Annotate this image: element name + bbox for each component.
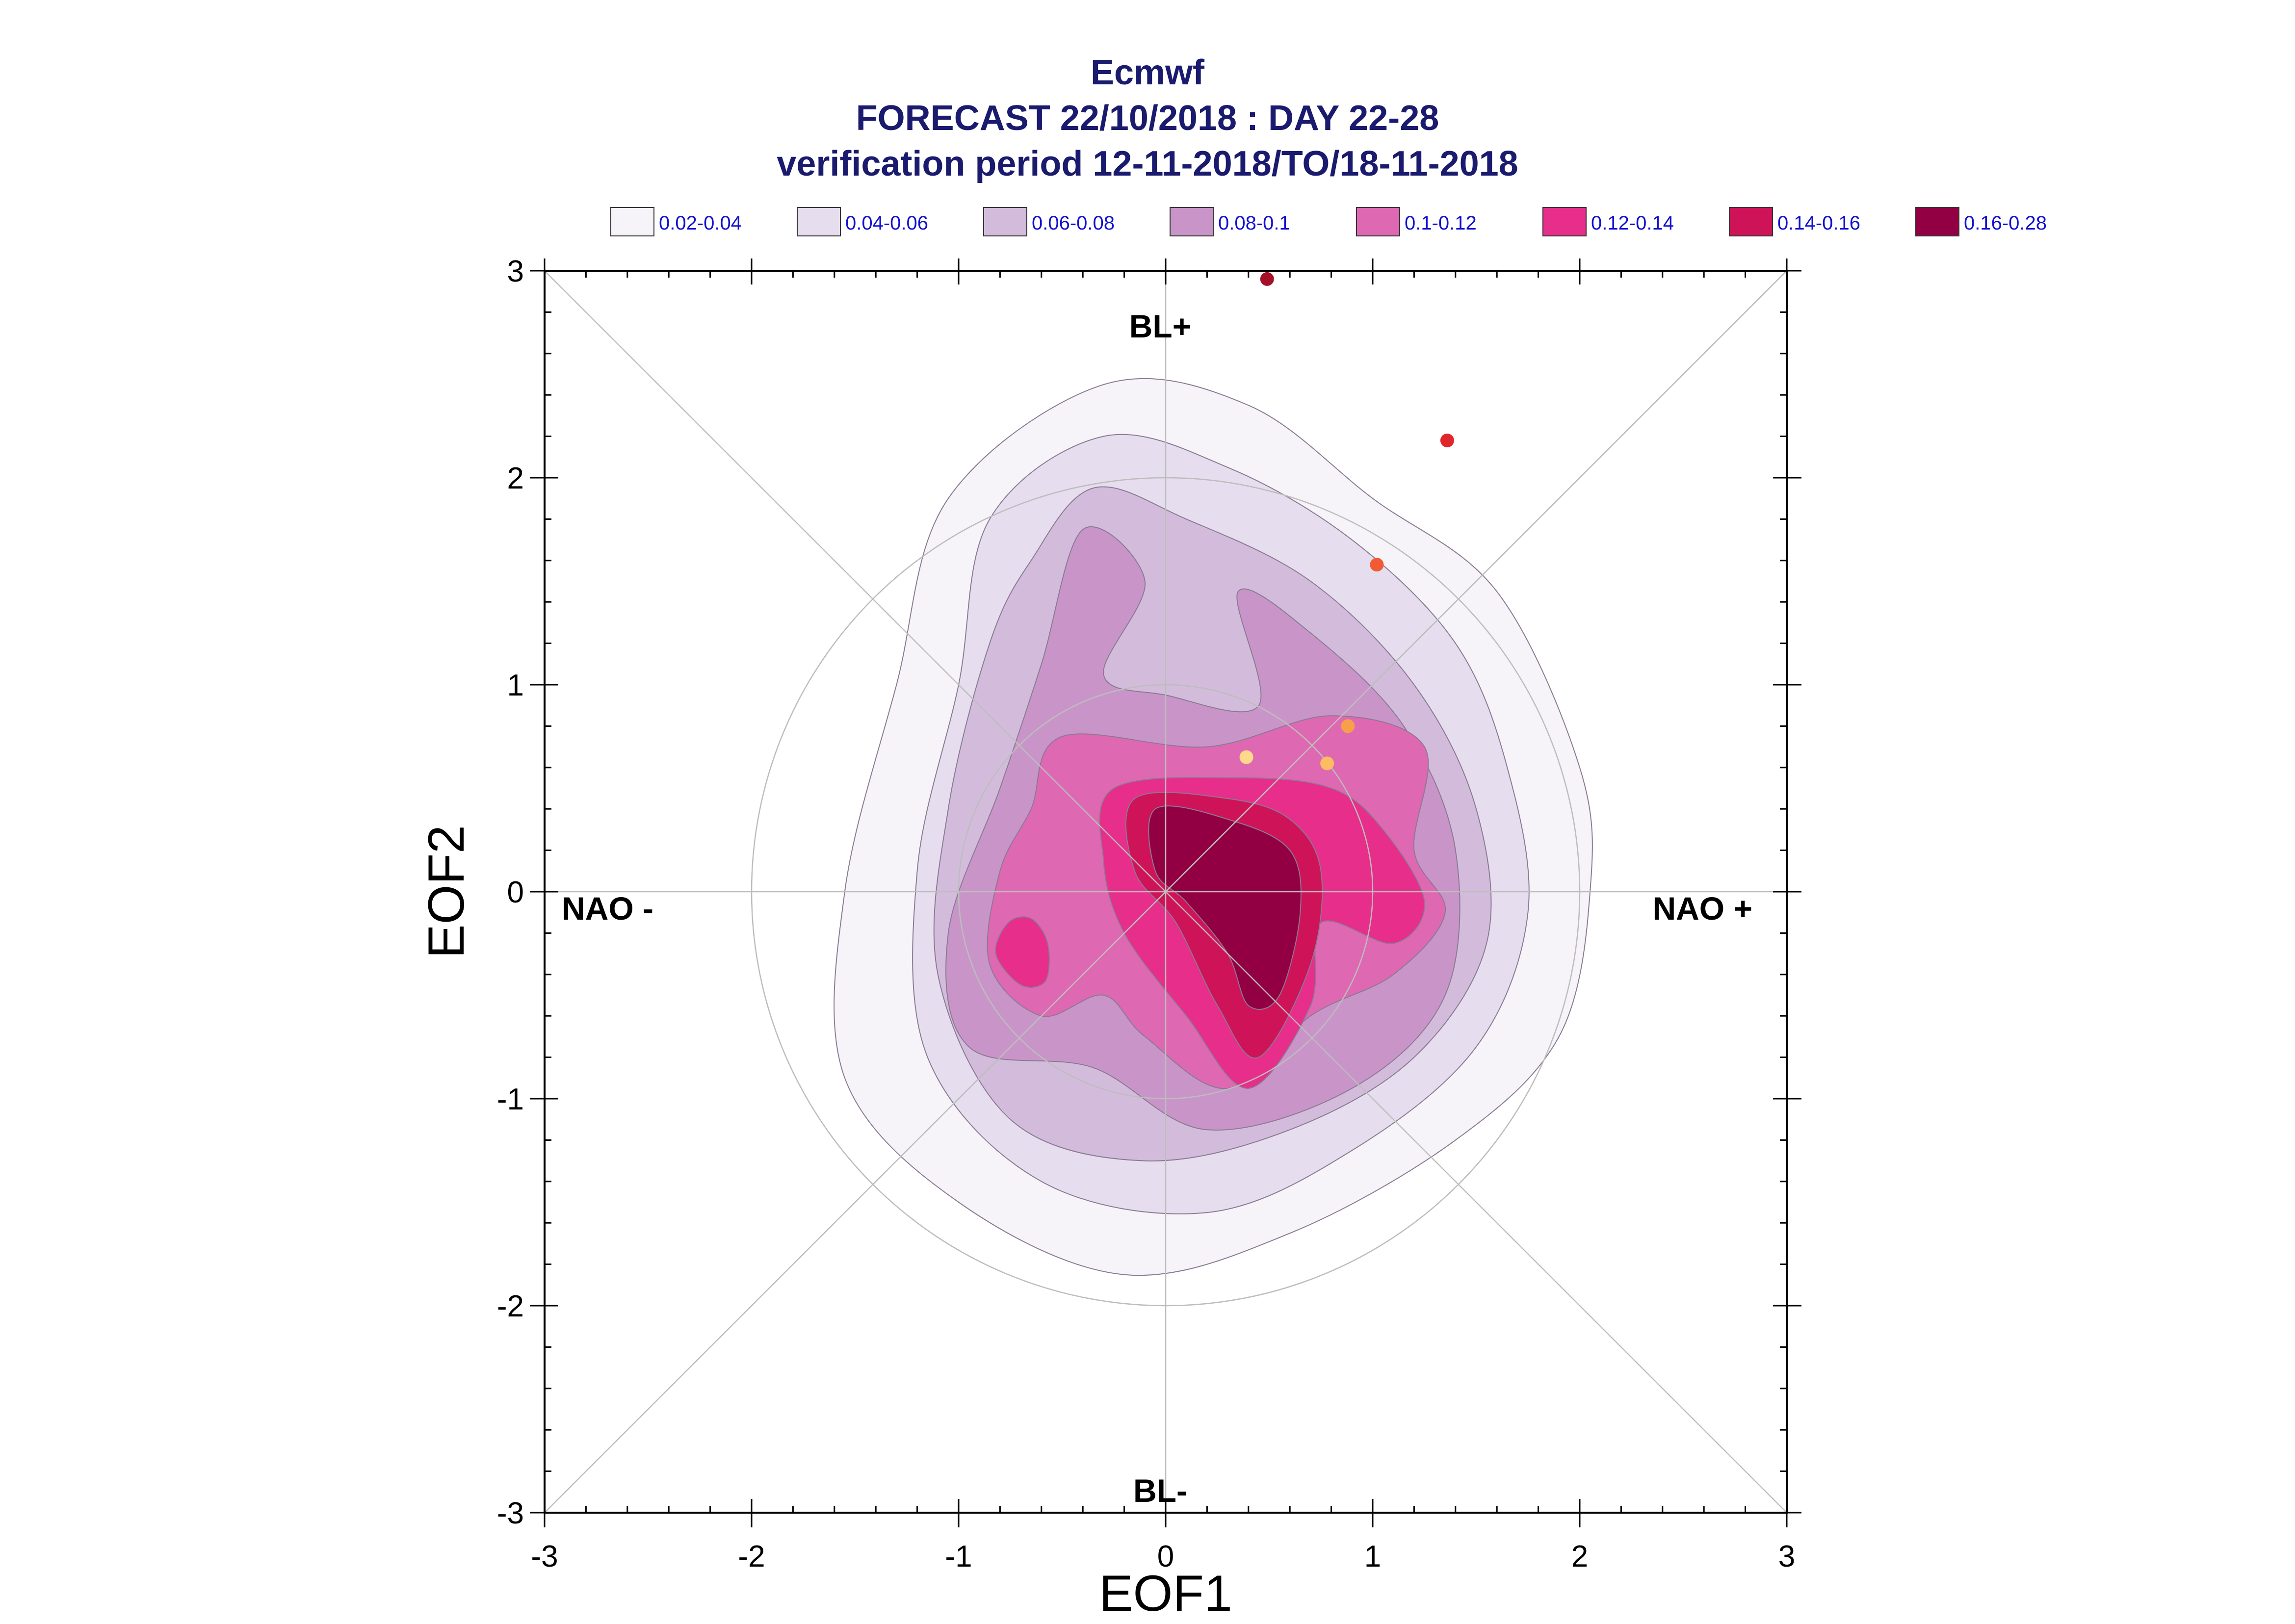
verification-point-3 — [1370, 558, 1384, 572]
axis-ticks: -3 -2 -1 0 1 2 3 -3 -2 -1 0 1 2 3 — [497, 255, 1801, 1573]
y-tick-label: 3 — [507, 255, 524, 288]
x-tick-label: 0 — [1157, 1540, 1174, 1573]
verification-point-5 — [1320, 756, 1334, 771]
legend-swatch — [1729, 207, 1773, 236]
legend-swatch — [797, 207, 841, 236]
x-tick-label: 1 — [1364, 1540, 1381, 1573]
density-contour-0.12-0.14 — [995, 916, 1050, 988]
legend-label: 0.1-0.12 — [1405, 212, 1477, 234]
legend-label: 0.12-0.14 — [1591, 212, 1674, 234]
x-tick-label: -1 — [945, 1540, 972, 1573]
guide-circle-1 — [958, 684, 1374, 1100]
verification-point-6 — [1239, 750, 1253, 764]
x-tick-label: -3 — [531, 1540, 558, 1573]
legend-label: 0.06-0.08 — [1032, 212, 1115, 234]
x-tick-label: 2 — [1571, 1540, 1588, 1573]
legend-label: 0.08-0.1 — [1218, 212, 1290, 234]
y-tick-label: 2 — [507, 462, 524, 495]
legend-swatch — [1542, 207, 1587, 236]
y-tick-label: -3 — [497, 1496, 524, 1530]
y-tick-label: -2 — [497, 1289, 524, 1323]
legend-label: 0.16-0.28 — [1964, 212, 2047, 234]
legend-swatch — [1915, 207, 1959, 236]
legend-label: 0.04-0.06 — [845, 212, 928, 234]
legend-label: 0.14-0.16 — [1777, 212, 1860, 234]
legend-swatch — [1170, 207, 1214, 236]
verification-points — [1239, 272, 1454, 771]
verification-point-4 — [1341, 719, 1355, 733]
y-tick-label: 1 — [507, 669, 524, 702]
verification-point-1 — [1260, 272, 1274, 286]
plot-area — [545, 271, 1787, 1513]
y-tick-label: 0 — [507, 876, 524, 909]
x-axis-label: EOF1 — [1099, 1565, 1232, 1622]
y-axis-label: EOF2 — [418, 825, 475, 958]
chart-title-line-3: verification period 12-11-2018/TO/18-11-… — [777, 144, 1518, 183]
legend-swatch — [983, 207, 1027, 236]
chart-title-line-1: Ecmwf — [1091, 53, 1205, 92]
regime-label-top: BL+ — [1129, 308, 1192, 344]
guide-lines — [545, 271, 1787, 1513]
verification-point-2 — [1440, 434, 1454, 448]
regime-label-bottom: BL- — [1133, 1472, 1187, 1509]
y-tick-label: -1 — [497, 1083, 524, 1116]
legend-swatch — [1356, 207, 1400, 236]
regime-label-right: NAO + — [1652, 890, 1752, 927]
density-contours — [834, 378, 1593, 1276]
x-tick-label: -2 — [738, 1540, 765, 1573]
guide-circle-2 — [751, 477, 1581, 1307]
chart-title-line-2: FORECAST 22/10/2018 : DAY 22-28 — [856, 99, 1439, 138]
legend-swatch — [610, 207, 654, 236]
x-tick-label: 3 — [1778, 1540, 1795, 1573]
legend-label: 0.02-0.04 — [659, 212, 742, 234]
legend: 0.02-0.04 0.04-0.06 0.06-0.08 0.08-0.1 0.1-0… — [610, 207, 2047, 236]
regime-label-left: NAO - — [562, 890, 653, 927]
